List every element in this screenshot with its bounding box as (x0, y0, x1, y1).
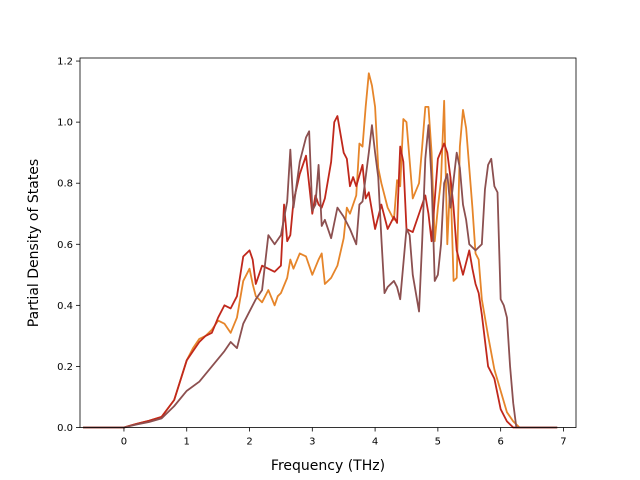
y-tick-label: 0.0 (57, 423, 73, 434)
y-tick-label: 0.2 (57, 362, 73, 373)
x-axis-label: Frequency (THz) (271, 458, 385, 474)
y-axis-label: Partial Density of States (26, 159, 42, 327)
x-tick-label: 3 (309, 437, 315, 448)
y-tick-label: 1.2 (57, 57, 73, 68)
y-axis-ticks: 0.0 0.2 0.4 0.6 0.8 1.0 1.2 (57, 57, 80, 434)
series-line-1 (83, 72, 558, 429)
x-tick-label: 6 (497, 437, 503, 448)
x-tick-label: 0 (121, 437, 127, 448)
x-tick-label: 5 (435, 437, 441, 448)
x-tick-label: 4 (372, 437, 378, 448)
series-line-2 (83, 115, 558, 429)
plot-lines (83, 72, 558, 429)
y-tick-label: 1.0 (57, 118, 73, 129)
axes-frame (79, 57, 577, 428)
series-line-3 (83, 124, 558, 429)
y-tick-label: 0.6 (57, 240, 73, 251)
x-tick-label: 7 (560, 437, 566, 448)
y-tick-label: 0.8 (57, 179, 73, 190)
x-axis-ticks: 0 1 2 3 4 5 6 7 (121, 427, 567, 448)
y-tick-label: 0.4 (57, 301, 73, 312)
x-tick-label: 1 (184, 437, 190, 448)
x-tick-label: 2 (246, 437, 252, 448)
